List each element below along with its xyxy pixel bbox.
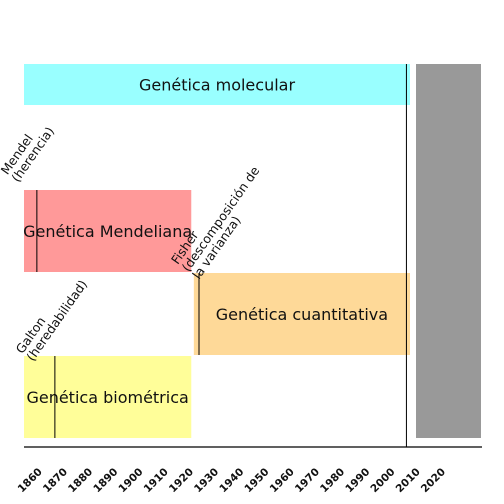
band-mendeliana (24, 190, 192, 272)
x-tick-label: 2010 (394, 466, 423, 495)
x-tick-label: 1950 (242, 466, 271, 495)
x-tick-label: 2020 (419, 466, 448, 495)
x-tick-label: 1990 (343, 466, 372, 495)
x-tick-label: 1930 (192, 466, 221, 495)
band-label-molecular: Genética molecular (139, 76, 295, 95)
band-label-cuantitativa: Genética cuantitativa (216, 305, 388, 324)
x-tick-label: 1970 (293, 466, 322, 495)
band-label-mendeliana: Genética Mendeliana (23, 222, 192, 241)
band-biometrica (24, 356, 192, 438)
x-tick-label: 1870 (41, 466, 70, 495)
x-tick-label: 1890 (91, 466, 120, 495)
x-tick-label: 1980 (318, 466, 347, 495)
x-tick-label: 1960 (268, 466, 297, 495)
event-label-mendel: Mendel(herencia) (0, 124, 57, 185)
band-future (416, 64, 481, 438)
x-tick-label: 1920 (167, 466, 196, 495)
band-cuantitativa (193, 273, 410, 355)
event-label-galton: Galton(heredabilidad) (13, 277, 91, 364)
band-label-biometrica: Genética biométrica (26, 388, 188, 407)
x-tick-label: 1900 (116, 466, 145, 495)
band-molecular (24, 64, 410, 105)
x-tick-label: 2000 (368, 466, 397, 495)
x-tick-label: 1910 (142, 466, 171, 495)
x-axis-ticks: 1860187018801890190019101920193019401950… (16, 466, 448, 495)
x-tick-label: 1940 (217, 466, 246, 495)
bands-layer: Genética molecular Genética Mendeliana Gen… (23, 64, 481, 438)
x-tick-label: 1880 (66, 466, 95, 495)
x-tick-label: 1860 (16, 466, 45, 495)
